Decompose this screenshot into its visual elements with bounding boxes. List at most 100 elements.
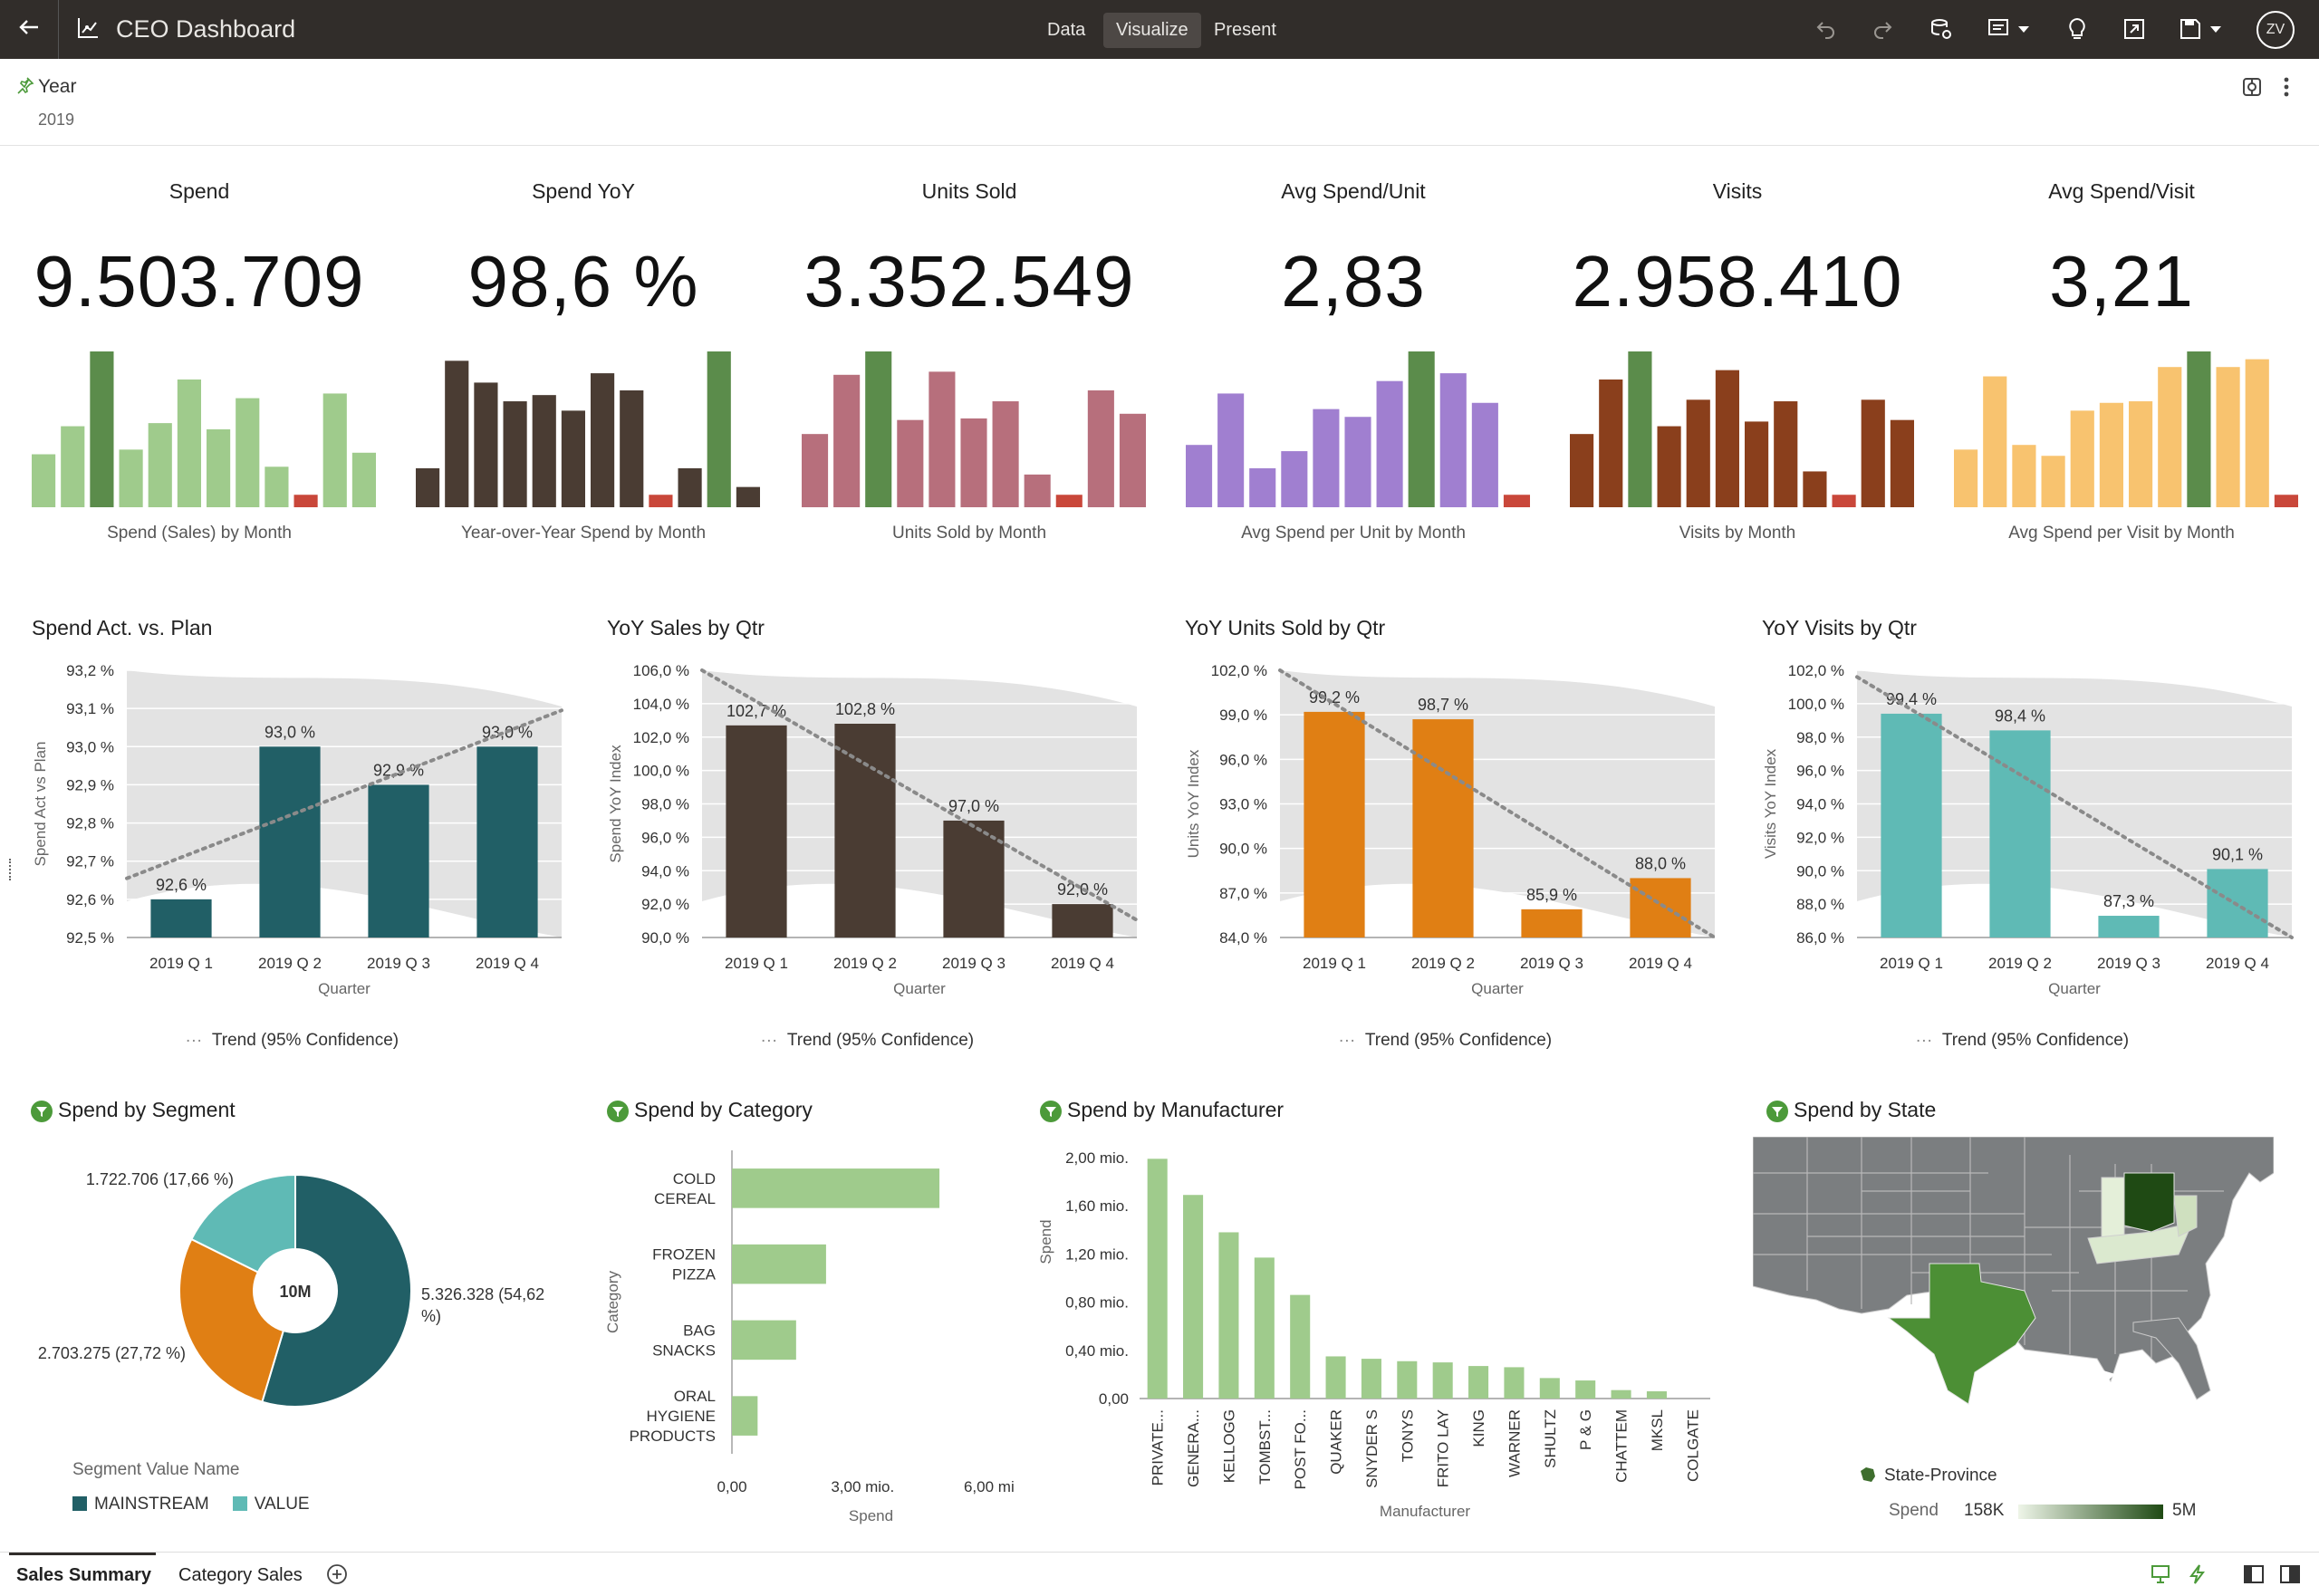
kpi-sparkbar-chart[interactable]	[1954, 349, 2298, 507]
manufacturer-bar[interactable]	[1361, 1359, 1381, 1399]
kpi-bar[interactable]	[561, 410, 585, 507]
kpi-bar[interactable]	[2129, 401, 2153, 507]
kpi-bar[interactable]	[2216, 367, 2240, 507]
kpi-sparkbar-chart[interactable]	[1570, 349, 1914, 507]
kpi-bar[interactable]	[1249, 468, 1276, 507]
resize-handle[interactable]	[9, 859, 14, 880]
manufacturer-bar[interactable]	[1183, 1195, 1204, 1399]
trend-legend[interactable]: ∙∙∙ Trend (95% Confidence)	[1339, 1031, 1552, 1051]
manufacturer-bar[interactable]	[1254, 1257, 1275, 1399]
kpi-bar[interactable]	[2099, 402, 2123, 507]
kpi-bar[interactable]	[322, 393, 347, 507]
kpi-bar[interactable]	[1471, 402, 1498, 507]
year-filter-value[interactable]: 2019	[38, 111, 75, 129]
kpi-bar[interactable]	[2274, 495, 2298, 507]
legend-item-value[interactable]: VALUE	[232, 1495, 310, 1514]
quarter-bar[interactable]	[259, 746, 321, 937]
quarter-bar-chart[interactable]: 102,0 % 100,0 % 98,0 % 96,0 % 94,0 % 92,0 % 90…	[1748, 654, 2301, 1034]
kpi-bar[interactable]	[1983, 376, 2007, 507]
kpi-bar[interactable]	[1055, 495, 1083, 507]
panel-split-icon[interactable]	[2279, 1563, 2301, 1590]
quarter-bar[interactable]	[1052, 904, 1113, 937]
kpi-bar[interactable]	[707, 351, 731, 507]
kpi-bar[interactable]	[736, 486, 760, 507]
tab-visualize[interactable]: Visualize	[1103, 13, 1201, 48]
kpi-bar[interactable]	[236, 398, 260, 507]
kpi-bar[interactable]	[1954, 449, 1978, 507]
kpi-bar[interactable]	[61, 426, 85, 507]
kpi-bar[interactable]	[1344, 417, 1371, 507]
category-bar[interactable]	[732, 1396, 758, 1436]
kpi-bar[interactable]	[1024, 474, 1051, 507]
kpi-bar[interactable]	[1087, 390, 1114, 507]
kpi-bar[interactable]	[802, 434, 829, 507]
filter-funnel-icon[interactable]	[1040, 1100, 1062, 1122]
us-state-map[interactable]	[1753, 1137, 2274, 1418]
pin-icon[interactable]	[16, 76, 34, 99]
manufacturer-bar-chart[interactable]: 2,00 mio. 1,60 mio. 1,20 mio. 0,80 mio. 0,40…	[1024, 1132, 1730, 1540]
kpi-bar[interactable]	[207, 429, 231, 507]
auto-apply-bolt-icon[interactable]	[2187, 1563, 2208, 1590]
trend-legend[interactable]: ∙∙∙ Trend (95% Confidence)	[761, 1031, 974, 1051]
kpi-bar[interactable]	[445, 361, 469, 507]
kpi-bar[interactable]	[2012, 445, 2036, 507]
category-bar[interactable]	[732, 1168, 940, 1208]
more-options-icon[interactable]	[2283, 76, 2290, 102]
manufacturer-bar[interactable]	[1611, 1389, 1631, 1399]
kpi-bar[interactable]	[1408, 351, 1435, 507]
manufacturer-bar[interactable]	[1575, 1380, 1596, 1399]
insights-bulb-icon[interactable]	[2067, 17, 2087, 45]
kpi-bar[interactable]	[1745, 421, 1769, 507]
quarter-bar-chart[interactable]: 93,2 % 93,1 % 93,0 % 92,9 % 92,8 % 92,7 % 92,6…	[18, 654, 571, 1034]
kpi-bar[interactable]	[2187, 351, 2211, 507]
kpi-bar[interactable]	[351, 452, 376, 507]
manufacturer-bar[interactable]	[1432, 1362, 1453, 1399]
category-bar[interactable]	[732, 1320, 796, 1360]
back-arrow-icon[interactable]	[16, 14, 42, 46]
kpi-bar[interactable]	[1503, 495, 1530, 507]
quarter-bar[interactable]	[1304, 711, 1365, 937]
kpi-bar[interactable]	[1376, 380, 1403, 507]
undo-icon[interactable]	[1815, 18, 1837, 44]
kpi-bar[interactable]	[2041, 456, 2065, 507]
add-sheet-icon[interactable]	[326, 1563, 348, 1590]
kpi-bar[interactable]	[897, 419, 924, 507]
kpi-bar[interactable]	[1657, 426, 1681, 507]
donut-slice[interactable]	[190, 1173, 296, 1274]
quarter-bar[interactable]	[476, 746, 538, 937]
sheet-tab-category-sales[interactable]: Category Sales	[178, 1565, 303, 1585]
export-icon[interactable]	[2123, 18, 2145, 44]
kpi-bar[interactable]	[1599, 379, 1623, 507]
filter-funnel-icon[interactable]	[1766, 1100, 1788, 1122]
kpi-sparkbar-chart[interactable]	[32, 349, 376, 507]
quarter-bar-chart[interactable]: 102,0 % 99,0 % 96,0 % 93,0 % 90,0 % 87,0 % 84,…	[1171, 654, 1724, 1034]
kpi-bar[interactable]	[1803, 471, 1827, 507]
quarter-bar[interactable]	[943, 820, 1005, 937]
tab-data[interactable]: Data	[1047, 20, 1086, 40]
trend-legend[interactable]: ∙∙∙ Trend (95% Confidence)	[186, 1031, 399, 1051]
kpi-bar[interactable]	[929, 371, 956, 507]
data-refresh-icon[interactable]	[1929, 17, 1953, 45]
kpi-bar[interactable]	[1715, 370, 1739, 507]
kpi-bar[interactable]	[591, 373, 615, 507]
category-bar[interactable]	[732, 1244, 826, 1284]
donut-slice[interactable]	[178, 1237, 285, 1403]
manufacturer-bar[interactable]	[1468, 1366, 1489, 1399]
kpi-bar[interactable]	[1119, 413, 1146, 507]
segment-donut-chart[interactable]: 5.326.328 (54,62 %) 2.703.275 (27,72 %) 1.7…	[0, 1132, 598, 1540]
filter-funnel-icon[interactable]	[31, 1100, 53, 1122]
quarter-bar[interactable]	[150, 899, 212, 937]
kpi-bar[interactable]	[1186, 445, 1213, 507]
kpi-bar[interactable]	[992, 401, 1019, 507]
kpi-bar[interactable]	[2245, 359, 2269, 507]
quarter-bar[interactable]	[2098, 916, 2160, 937]
kpi-bar[interactable]	[90, 351, 114, 507]
redo-icon[interactable]	[1872, 18, 1893, 44]
quarter-bar[interactable]	[1989, 730, 2051, 937]
kpi-bar[interactable]	[2158, 367, 2182, 507]
sheet-tab-sales-summary[interactable]: Sales Summary	[16, 1565, 151, 1585]
kpi-bar[interactable]	[293, 495, 318, 507]
manufacturer-bar[interactable]	[1147, 1159, 1168, 1399]
legend-item-mainstream[interactable]: MAINSTREAM	[72, 1495, 209, 1514]
filter-funnel-icon[interactable]	[607, 1100, 629, 1122]
